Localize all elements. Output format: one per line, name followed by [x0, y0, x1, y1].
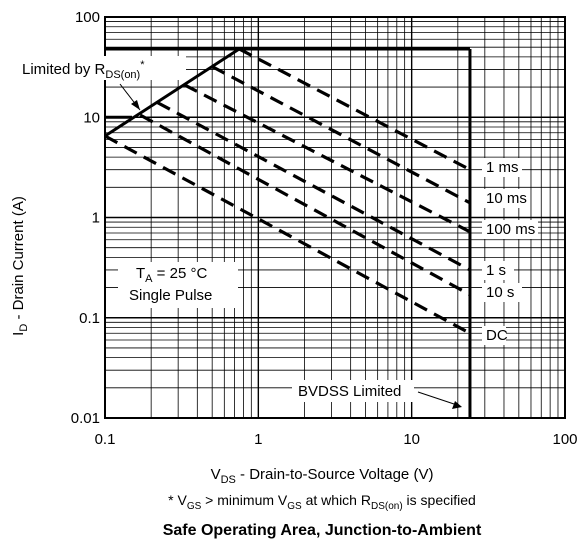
x-tick-label: 1	[254, 431, 262, 448]
y-tick-label: 0.01	[71, 410, 100, 427]
series-label-bg	[482, 326, 506, 345]
y-axis-label: ID - Drain Current (A)	[10, 196, 30, 336]
series-label: 100 ms	[486, 221, 535, 238]
x-tick-label: 0.1	[95, 431, 116, 448]
ta-annotation-bg	[118, 262, 238, 308]
y-tick-label: 1	[92, 210, 100, 227]
rds-annotation-bg	[14, 56, 186, 80]
series-line	[211, 65, 471, 205]
tick-labels: 0.1 1 10 100 0.01 0.1 1 10 100	[71, 9, 578, 448]
footnote: * VGS > minimum VGS at which RDS(on) is …	[168, 492, 476, 512]
series-label: 10 ms	[486, 190, 527, 207]
series-line	[238, 47, 471, 172]
series-label-bg	[482, 261, 514, 280]
y-tick-label: 100	[75, 9, 100, 26]
bvdss-leader-line	[417, 391, 461, 407]
rds-on-limit-line	[104, 47, 240, 138]
ta-annotation: TA = 25 °C	[136, 265, 207, 285]
series-line	[104, 134, 471, 335]
bvdss-leader-arrowhead	[452, 401, 462, 409]
series-label-bg	[482, 220, 538, 239]
series-lines	[104, 47, 471, 335]
series-label-bg	[482, 189, 530, 208]
x-axis-label: VDS - Drain-to-Source Voltage (V)	[211, 466, 434, 486]
series-label: DC	[486, 327, 508, 344]
series-label: 10 s	[486, 284, 514, 301]
x-tick-label: 10	[403, 431, 420, 448]
y-tick-label: 0.1	[79, 310, 100, 327]
series-label-bg	[482, 158, 522, 177]
series-label: 1 s	[486, 262, 506, 279]
chart-title: Safe Operating Area, Junction-to-Ambient	[163, 522, 482, 539]
plot-frame	[104, 16, 566, 419]
bvdss-annotation-bg	[292, 380, 414, 402]
bvdss-annotation: BVDSS Limited	[298, 383, 401, 400]
series-line	[156, 101, 471, 272]
series-label: 1 ms	[486, 159, 519, 176]
rds-annotation: Limited by RDS(on)*	[22, 59, 145, 81]
x-tick-label: 100	[552, 431, 577, 448]
y-tick-label: 10	[83, 109, 100, 126]
series-line	[139, 113, 471, 297]
rds-leader-arrowhead	[131, 100, 140, 110]
single-pulse-annotation: Single Pulse	[129, 287, 212, 304]
series-line	[183, 83, 471, 234]
soa-boundary	[104, 47, 472, 418]
series-labels: 1 ms 10 ms 100 ms 1 s 10 s DC	[482, 158, 538, 345]
series-label-bg	[482, 283, 522, 302]
